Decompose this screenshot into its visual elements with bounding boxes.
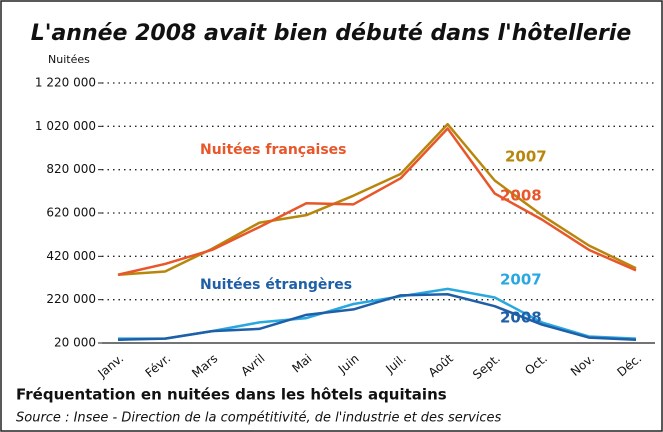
caption: Fréquentation en nuitées dans les hôtels…: [16, 386, 447, 404]
x-tick-label: Nov.: [568, 351, 597, 379]
series-label: 2007: [500, 271, 542, 289]
x-tick-label: Févr.: [143, 351, 174, 380]
x-tick-label: Avril: [238, 351, 267, 379]
annotation: Nuitées étrangères: [200, 277, 352, 293]
x-tick-label: Juil.: [382, 351, 408, 376]
y-axis-label: Nuitées: [48, 53, 90, 66]
x-tick-label: Janv.: [95, 351, 127, 381]
x-tick-label: Juin: [335, 351, 362, 377]
x-tick-label: Mai: [289, 351, 314, 375]
x-tick-label: Oct.: [522, 351, 550, 378]
line-series: [118, 287, 637, 340]
annotation: Nuitées françaises: [200, 142, 347, 158]
line-series: [117, 122, 637, 276]
series-label: 2008: [500, 309, 542, 327]
x-tick-label: Sept.: [470, 351, 503, 382]
y-tick-label: 20 000: [54, 336, 96, 350]
y-tick-label: 1 220 000: [35, 76, 96, 90]
y-tick-label: 220 000: [46, 292, 96, 306]
series-label: 2007: [505, 148, 547, 166]
y-tick-label: 620 000: [46, 206, 96, 220]
line-series: [117, 293, 637, 341]
y-tick-label: 820 000: [46, 162, 96, 176]
y-tick-label: 1 020 000: [35, 119, 96, 133]
line-series: [117, 127, 637, 276]
y-tick-label: 420 000: [46, 249, 96, 263]
series-label: 2008: [500, 187, 542, 205]
x-tick-label: Mars: [189, 351, 220, 380]
source: Source : Insee - Direction de la compéti…: [16, 411, 502, 426]
x-tick-label: Déc.: [614, 351, 644, 379]
chart-title: L'année 2008 avait bien débuté dans l'hô…: [31, 21, 632, 46]
x-tick-label: Août: [426, 351, 456, 380]
